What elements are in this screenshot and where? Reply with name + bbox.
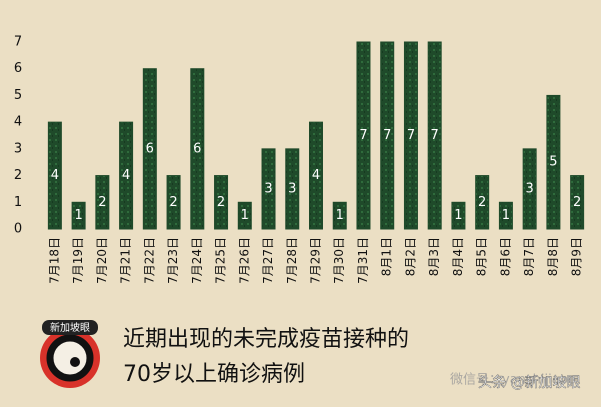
data-label: 4 xyxy=(122,168,130,183)
data-label: 7 xyxy=(431,128,439,143)
x-tick-label: 8月3日 xyxy=(427,237,441,276)
data-label: 7 xyxy=(407,128,415,143)
data-label: 3 xyxy=(526,181,534,196)
y-tick-label: 7 xyxy=(14,35,22,50)
x-tick-label: 7月24日 xyxy=(190,237,204,284)
x-tick-label: 8月1日 xyxy=(380,237,394,276)
y-tick-label: 6 xyxy=(14,61,22,76)
y-tick-label: 1 xyxy=(14,195,22,210)
data-label: 2 xyxy=(217,195,225,210)
data-label: 3 xyxy=(264,181,272,196)
bar xyxy=(427,41,442,230)
bar xyxy=(380,41,395,230)
x-tick-label: 7月20日 xyxy=(95,237,109,284)
x-tick-label: 7月27日 xyxy=(261,237,275,284)
bar xyxy=(403,41,418,230)
data-label: 2 xyxy=(98,195,106,210)
bar xyxy=(237,201,252,230)
y-tick-label: 2 xyxy=(14,168,22,183)
bar xyxy=(546,94,561,230)
x-tick-label: 7月25日 xyxy=(214,237,228,284)
x-tick-label: 8月4日 xyxy=(451,237,465,276)
y-tick-label: 4 xyxy=(14,115,22,130)
data-label: 4 xyxy=(51,168,59,183)
x-tick-label: 7月28日 xyxy=(285,237,299,284)
logo-text: 新加坡眼 xyxy=(50,321,90,334)
bar xyxy=(309,121,323,230)
watermark: 微信号：yanshijiapo xyxy=(450,373,576,388)
x-tick-label: 7月19日 xyxy=(71,237,85,284)
data-label: 6 xyxy=(193,141,201,156)
x-tick-label: 8月8日 xyxy=(546,237,560,276)
bar xyxy=(498,201,513,230)
data-label: 1 xyxy=(454,208,462,223)
data-label: 1 xyxy=(241,208,249,223)
data-label: 1 xyxy=(74,208,82,223)
bar xyxy=(356,41,371,230)
x-tick-label: 7月31日 xyxy=(356,237,370,284)
y-tick-label: 5 xyxy=(14,88,22,103)
data-label: 2 xyxy=(573,195,581,210)
data-label: 5 xyxy=(549,155,557,170)
x-tick-label: 8月6日 xyxy=(498,237,512,276)
bar xyxy=(71,201,86,230)
bar xyxy=(119,121,134,230)
data-label: 3 xyxy=(288,181,296,196)
credit: 头条 @新加坡眼 xyxy=(478,374,580,391)
bar xyxy=(142,68,157,230)
x-tick-label: 7月21日 xyxy=(119,237,133,284)
y-tick-label: 3 xyxy=(14,141,22,156)
bar xyxy=(570,175,585,230)
bar xyxy=(475,175,490,230)
bar xyxy=(522,148,537,230)
data-label: 1 xyxy=(336,208,344,223)
bar xyxy=(214,175,229,230)
bar xyxy=(332,201,347,230)
x-tick-label: 8月5日 xyxy=(475,237,489,276)
x-tick-label: 8月9日 xyxy=(570,237,584,276)
chart-title: 70岁以上确诊病例 xyxy=(123,362,305,387)
data-label: 1 xyxy=(502,208,510,223)
bar xyxy=(190,68,205,230)
data-label: 6 xyxy=(146,141,154,156)
x-tick-label: 8月7日 xyxy=(522,237,536,276)
data-label: 4 xyxy=(312,168,320,183)
x-tick-label: 7月23日 xyxy=(166,237,180,284)
data-label: 2 xyxy=(169,195,177,210)
data-label: 7 xyxy=(359,128,367,143)
bar xyxy=(285,148,300,230)
logo: 新加坡眼 xyxy=(40,320,100,388)
bar xyxy=(166,175,181,230)
data-label: 2 xyxy=(478,195,486,210)
x-tick-label: 7月26日 xyxy=(237,237,251,284)
x-tick-label: 8月2日 xyxy=(403,237,417,276)
chart-title: 近期出现的未完成疫苗接种的 xyxy=(123,327,409,352)
x-tick-label: 7月22日 xyxy=(142,237,156,284)
data-label: 7 xyxy=(383,128,391,143)
bar xyxy=(95,175,110,230)
bar xyxy=(451,201,466,230)
x-tick-label: 7月29日 xyxy=(309,237,323,284)
bar xyxy=(47,121,62,230)
x-tick-label: 7月30日 xyxy=(332,237,346,284)
x-tick-label: 7月18日 xyxy=(47,237,61,284)
y-tick-label: 0 xyxy=(14,222,22,237)
bar xyxy=(261,148,276,230)
